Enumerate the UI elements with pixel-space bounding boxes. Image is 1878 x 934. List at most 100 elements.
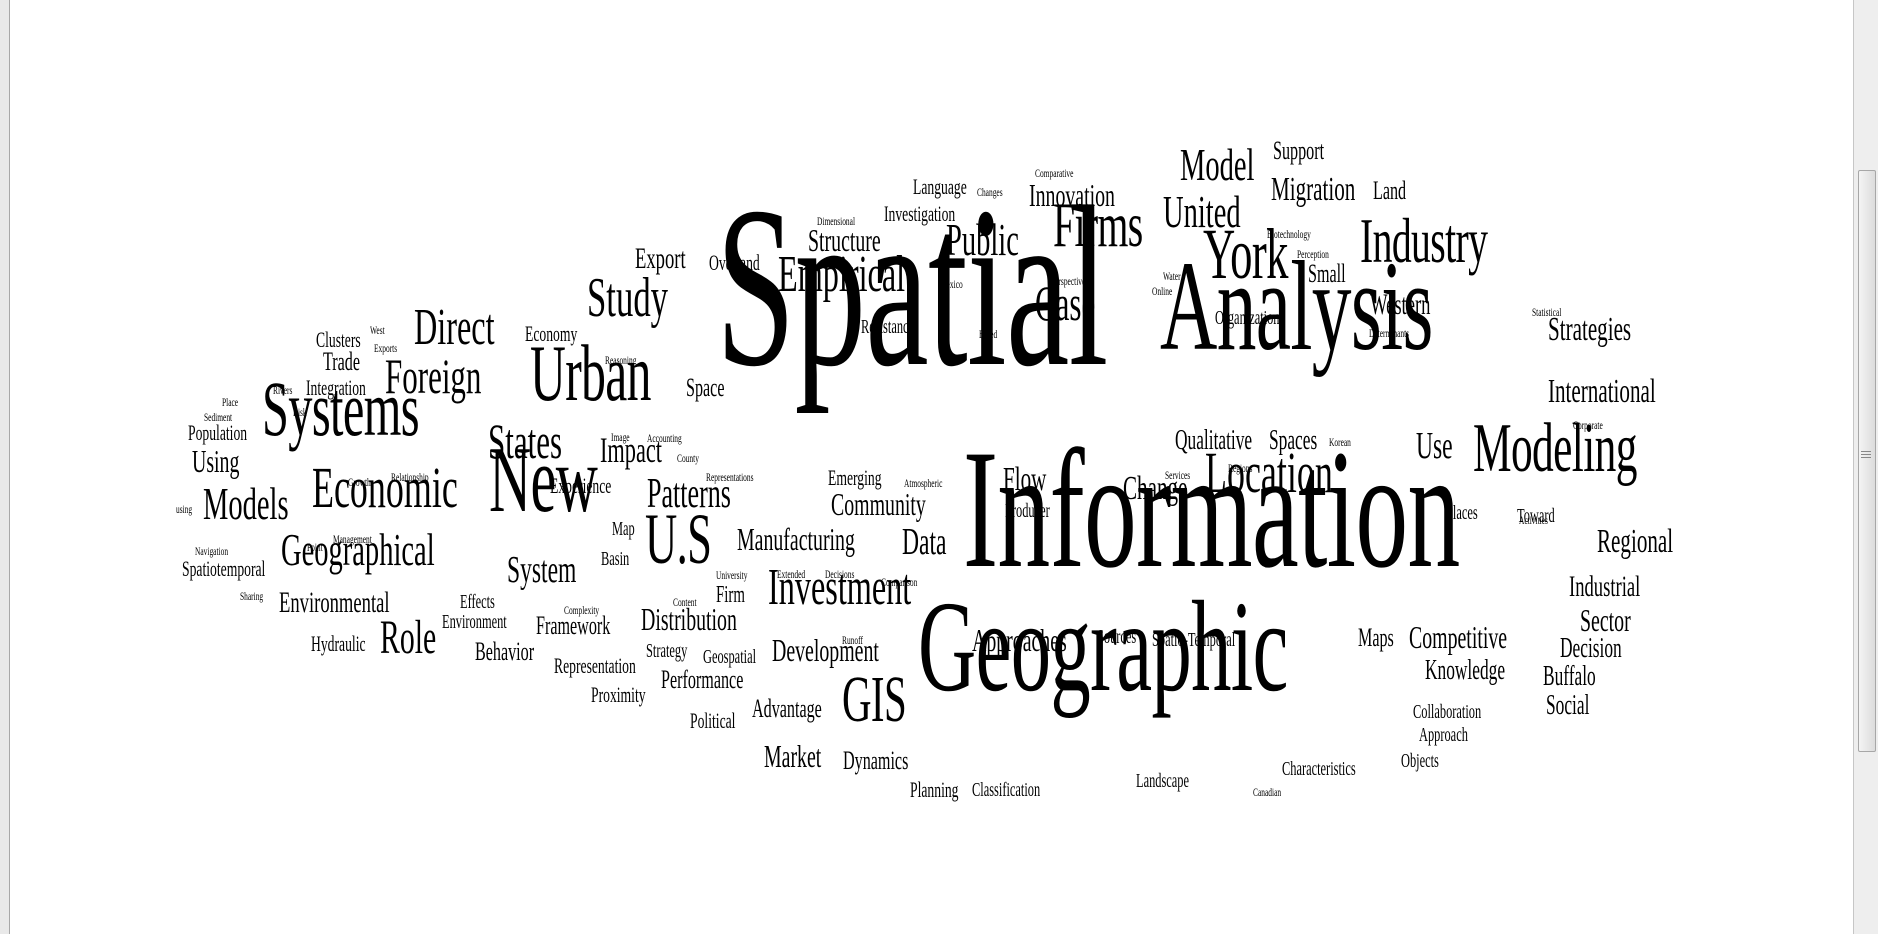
cloud-word: Biotechnology [1267,226,1311,241]
cloud-word: Geographic [918,574,1288,719]
scrollbar-thumb[interactable] [1858,170,1876,752]
cloud-word: Environment [442,611,507,633]
cloud-word: Sector [1580,601,1631,638]
cloud-word: Maps [1358,623,1394,653]
cloud-word: Place [222,394,239,409]
cloud-word: Online [1152,283,1173,298]
cloud-word: Approaches [972,621,1067,658]
cloud-word: Objects [1401,750,1439,772]
cloud-word: Growth [348,474,371,489]
cloud-word: Empirical [778,245,906,303]
cloud-word: Competitive [1409,618,1508,655]
cloud-word: Industrial [1569,569,1641,603]
cloud-word: Proximity [591,682,646,708]
cloud-word: Corporate [1573,417,1603,432]
cloud-word: Emerging [828,465,882,491]
cloud-word: Direct [414,298,495,356]
cloud-word: Basin [601,548,630,570]
cloud-word: New [489,427,598,532]
cloud-word: Geographical [281,524,435,576]
cloud-word: Models [203,478,289,530]
cloud-word: Characteristics [1282,758,1356,780]
cloud-word: University [716,567,748,582]
cloud-word: Landscape [1136,770,1190,792]
cloud-word: Sources [1097,626,1137,648]
cloud-word: Political [690,708,736,734]
cloud-word: Navigation [195,543,229,558]
cloud-word: Strategy [646,640,688,662]
cloud-word: Data [902,520,947,563]
cloud-word: Runoff [842,632,863,647]
cloud-word: Based [979,326,998,341]
cloud-word: Representation [554,653,636,679]
cloud-word: Services [1165,467,1191,482]
cloud-word: International [1548,372,1656,410]
cloud-word: Strategies [1548,310,1632,348]
cloud-word: Risk [293,404,307,419]
cloud-word: Sediment [204,409,233,424]
cloud-word: Point [307,539,323,554]
cloud-word: Atmospheric [904,475,943,490]
cloud-word: Space [686,373,725,403]
cloud-word: Complexity [564,602,600,617]
window-left-border [0,0,10,934]
cloud-word: Dynamics [843,746,909,776]
cloud-word: County [677,450,699,465]
cloud-word: Geospatial [703,646,757,668]
cloud-word: Industry [1360,205,1488,277]
cloud-word: Market [764,737,822,774]
cloud-word: Korean [1329,434,1351,449]
cloud-word: Location [1205,439,1333,505]
cloud-word: Management [333,531,372,546]
cloud-word: Approach [1419,724,1468,746]
cloud-word: Activities [1519,512,1548,527]
cloud-word: Migration [1271,170,1356,208]
cloud-word: Decision [1560,633,1622,665]
cloud-word: Regions [1228,460,1253,475]
cloud-word: Language [913,174,967,200]
vertical-scrollbar[interactable] [1853,0,1878,934]
cloud-word: Exports [374,340,398,355]
cloud-word: Flow [1003,460,1047,498]
cloud-word: Planning [910,777,959,803]
cloud-word: Overland [709,250,760,276]
cloud-word: Toward [1517,505,1555,527]
cloud-word: Environmental [279,585,390,619]
cloud-word: Firms [1053,189,1143,261]
cloud-word: Sharing [240,588,264,603]
cloud-word: Impact [600,429,662,470]
cloud-word: Dimensional [817,213,856,228]
cloud-word: Support [1273,136,1325,166]
cloud-word: Spaces [1269,425,1318,457]
cloud-word: Population [188,420,248,446]
cloud-word: Investment [768,558,912,616]
cloud-word: Role [380,611,437,665]
cloud-word: Buffalo [1543,661,1596,693]
cloud-word: Spatial [716,158,1108,414]
cloud-word: Distribution [641,600,737,637]
cloud-word: Social [1546,690,1590,722]
cloud-word: Statistical [1532,304,1562,319]
cloud-word: Organization [1215,307,1280,329]
cloud-word: Spatio-Temporal [1152,629,1236,651]
cloud-word: Determinants [1369,325,1410,340]
cloud-word: Using [192,442,240,479]
cloud-word: Reasoning [605,352,637,367]
cloud-word: States [488,412,563,469]
cloud-word: Effects [460,591,495,613]
cloud-word: Producer [1005,500,1050,522]
cloud-word: Integration [306,375,366,401]
cloud-word: Classification [972,779,1041,801]
cloud-word: Trade [323,347,361,377]
cloud-word: Structure [808,221,881,258]
cloud-word: Image [611,429,630,444]
cloud-word: Performance [661,665,744,695]
cloud-word: Behavior [475,637,535,667]
cloud-word: Small [1308,259,1346,289]
cloud-word: Extended [777,566,806,581]
cloud-word: U.S [645,498,712,579]
cloud-word: Investigation [884,201,956,227]
cloud-word: Economic [312,454,458,520]
cloud-word: Study [587,266,669,329]
